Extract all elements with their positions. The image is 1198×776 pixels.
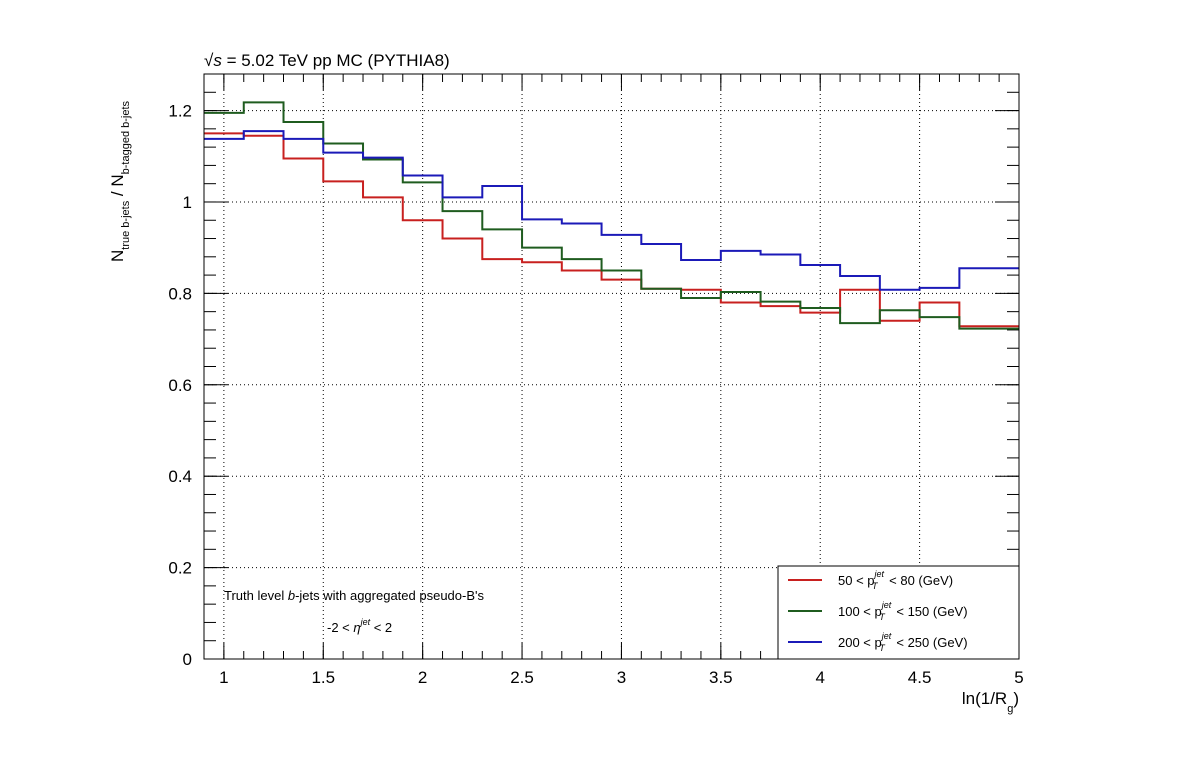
x-tick-label: 4.5 <box>908 668 932 687</box>
x-tick-label: 2 <box>418 668 427 687</box>
y-tick-label: 0.6 <box>168 376 192 395</box>
x-tick-label: 1 <box>219 668 228 687</box>
x-tick-label: 3.5 <box>709 668 733 687</box>
x-axis-label: ln(1/Rg) <box>962 689 1019 715</box>
series-line-2 <box>204 101 1019 330</box>
y-tick-label: 1.2 <box>168 102 192 121</box>
legend: 50 < pjet T < 80 (GeV) 100 < pjet T < 150 … <box>777 565 1020 660</box>
x-tick-label: 5 <box>1014 668 1023 687</box>
y-axis-label: Ntrue b-jets / Nb-tagged b-jets <box>108 100 132 262</box>
y-tick-label: 0.8 <box>168 284 192 303</box>
x-tick-label: 4 <box>815 668 824 687</box>
title-text: = 5.02 TeV pp MC (PYTHIA8) <box>222 51 450 70</box>
y-tick-label: 0.2 <box>168 559 192 578</box>
legend-label-series-1: 50 < pjet T < 80 (GeV) <box>838 569 953 591</box>
legend-label-series-3: 200 < pjet T < 250 (GeV) <box>838 631 968 653</box>
x-tick-label: 2.5 <box>510 668 534 687</box>
series-layer <box>204 101 1019 330</box>
y-tick-label: 1 <box>183 193 192 212</box>
legend-label-series-2: 100 < pjet T < 150 (GeV) <box>838 600 968 622</box>
x-tick-label: 3 <box>617 668 626 687</box>
plot-frame <box>203 73 1020 660</box>
sqrt-symbol: √ <box>204 51 214 70</box>
series-line-3 <box>204 130 1019 291</box>
chart-title: √s = 5.02 TeV pp MC (PYTHIA8) <box>204 51 450 70</box>
series-line-1 <box>204 132 1019 328</box>
legend-box <box>777 565 1020 660</box>
annotation-truth-level: Truth level b-jets with aggregated pseud… <box>224 588 484 603</box>
y-tick-label: 0.4 <box>168 467 192 486</box>
x-tick-label: 1.5 <box>311 668 335 687</box>
y-tick-label: 0 <box>183 650 192 669</box>
title-s: s <box>213 51 222 70</box>
tick-label-layer: 1 1.5 2 2.5 3 3.5 4 4.5 5 0 0.2 0.4 0.6 0.8 1 1.2 <box>168 102 1023 687</box>
annotation-eta-range: -2 < ηjet < 2 <box>327 617 392 635</box>
